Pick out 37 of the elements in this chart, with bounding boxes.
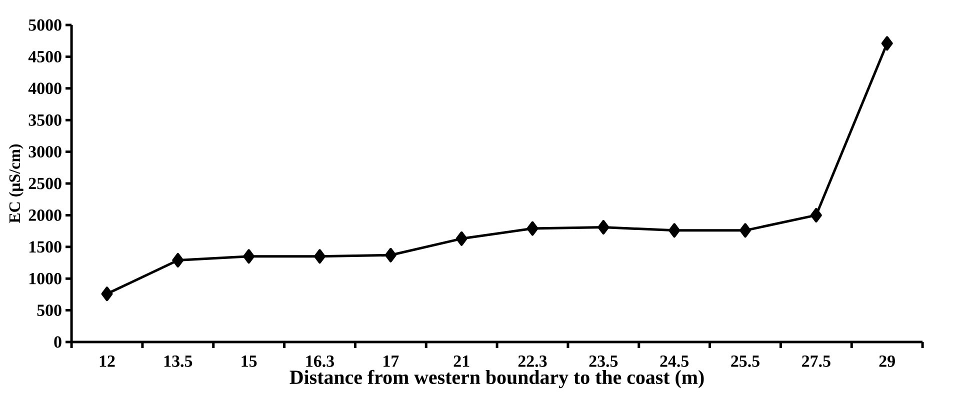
x-tick-label: 25.5 <box>731 356 760 367</box>
x-tick-label: 17 <box>384 356 399 367</box>
y-tick-label: 1500 <box>30 241 62 253</box>
x-tick-label: 15 <box>242 356 257 367</box>
point <box>172 252 184 268</box>
point <box>740 223 752 238</box>
x-tick-label: 13.5 <box>164 356 192 367</box>
x-tick-label: 24.5 <box>660 356 689 367</box>
point <box>598 220 610 234</box>
y-tick-label: 2500 <box>28 178 62 190</box>
point <box>101 286 113 302</box>
x-axis-title: Distance from western boundary to the coast (m) <box>290 370 704 388</box>
x-tick-label: 22.3 <box>518 356 547 367</box>
x-tick-label: 29 <box>879 356 895 367</box>
point <box>456 231 468 246</box>
y-tick-label: 5000 <box>28 19 62 31</box>
y-tick-label: 4000 <box>28 82 62 94</box>
y-tick-label: 0 <box>54 336 62 348</box>
y-tick-label: 3500 <box>28 114 62 126</box>
point <box>526 221 538 236</box>
point <box>881 36 893 51</box>
y-tick-label: 3000 <box>28 146 62 158</box>
x-tick-label: 21 <box>454 356 470 367</box>
point <box>243 249 255 264</box>
y-tick-label: 2000 <box>28 209 62 221</box>
y-tick-label: 500 <box>37 304 62 316</box>
x-tick-label: 23.5 <box>589 356 618 367</box>
y-axis-title: EC (µS/cm) <box>8 144 24 224</box>
point <box>668 223 680 238</box>
point <box>810 208 822 222</box>
point <box>384 248 396 262</box>
y-tick-label: 4500 <box>28 50 62 62</box>
point <box>314 249 326 264</box>
x-tick-label: 12 <box>100 356 115 367</box>
x-tick-label: 27.5 <box>802 356 830 367</box>
y-tick-label: 1000 <box>30 272 62 284</box>
x-tick-label: 16.3 <box>306 356 334 367</box>
